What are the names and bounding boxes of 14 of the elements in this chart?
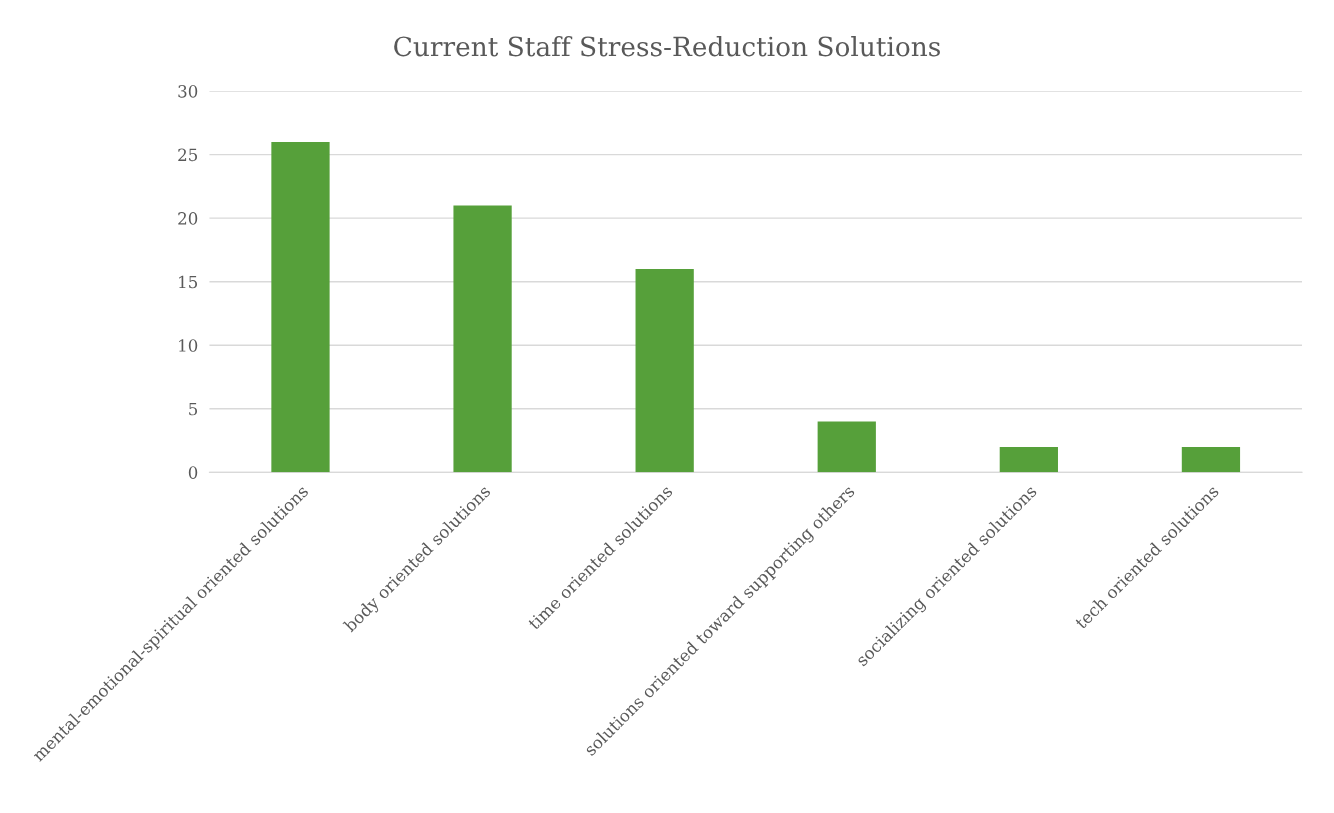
bar [453,205,512,473]
chart-title: Current Staff Stress-Reduction Solutions [394,36,940,57]
bar [817,421,876,473]
bar [1181,446,1241,473]
y-tick-label: 25 [178,148,198,162]
bar [999,446,1058,473]
bar [635,268,694,473]
y-tick-label: 0 [188,466,198,479]
y-tick-label: 15 [179,275,198,289]
y-tick-label: 20 [178,212,198,225]
y-tick-label: 30 [178,85,198,98]
y-tick-label: 10 [179,339,198,352]
y-tick-label: 5 [189,402,198,416]
bar [271,141,330,473]
